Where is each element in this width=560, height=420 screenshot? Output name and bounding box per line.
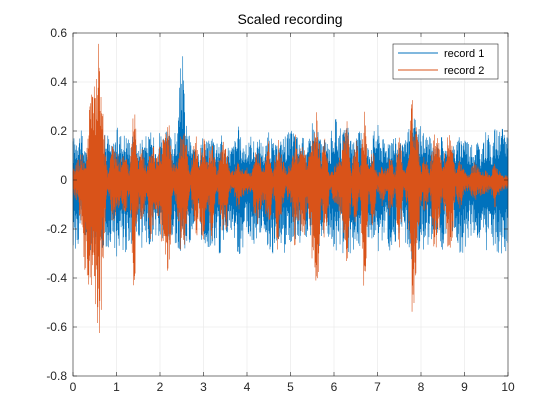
y-tick-label: 0.4	[50, 75, 67, 89]
x-tick-label: 5	[287, 380, 294, 394]
y-tick-label: -0.6	[46, 320, 67, 334]
y-tick-label: 0.2	[50, 124, 67, 138]
chart-title: Scaled recording	[237, 11, 342, 27]
y-tick-label: 0	[60, 173, 67, 187]
tick-marks	[72, 32, 509, 377]
x-tick-label: 4	[244, 380, 251, 394]
x-tick-label: 3	[200, 380, 207, 394]
legend-box	[392, 43, 499, 80]
x-tick-label: 1	[113, 380, 120, 394]
plot-area	[72, 43, 509, 333]
y-tick-label: 0.6	[50, 26, 67, 40]
x-tick-labels: 0 1 2 3 4 5 6 7 8 9 10	[70, 380, 515, 394]
x-tick-label: 9	[461, 380, 468, 394]
series-line-record-2	[72, 43, 509, 333]
x-tick-label: 6	[331, 380, 338, 394]
x-tick-label: 2	[157, 380, 164, 394]
y-tick-label: -0.2	[46, 222, 67, 236]
y-tick-label: -0.8	[46, 369, 67, 383]
x-tick-label: 8	[418, 380, 425, 394]
legend-label-record-1: record 1	[444, 48, 484, 60]
y-tick-labels: -0.8 -0.6 -0.4 -0.2 0 0.2 0.4 0.6	[46, 26, 67, 383]
x-tick-label: 10	[501, 380, 515, 394]
y-tick-label: -0.4	[46, 271, 67, 285]
x-tick-label: 7	[374, 380, 381, 394]
x-tick-label: 0	[70, 380, 77, 394]
legend-label-record-2: record 2	[444, 65, 484, 77]
legend: record 1 record 2	[392, 43, 499, 80]
